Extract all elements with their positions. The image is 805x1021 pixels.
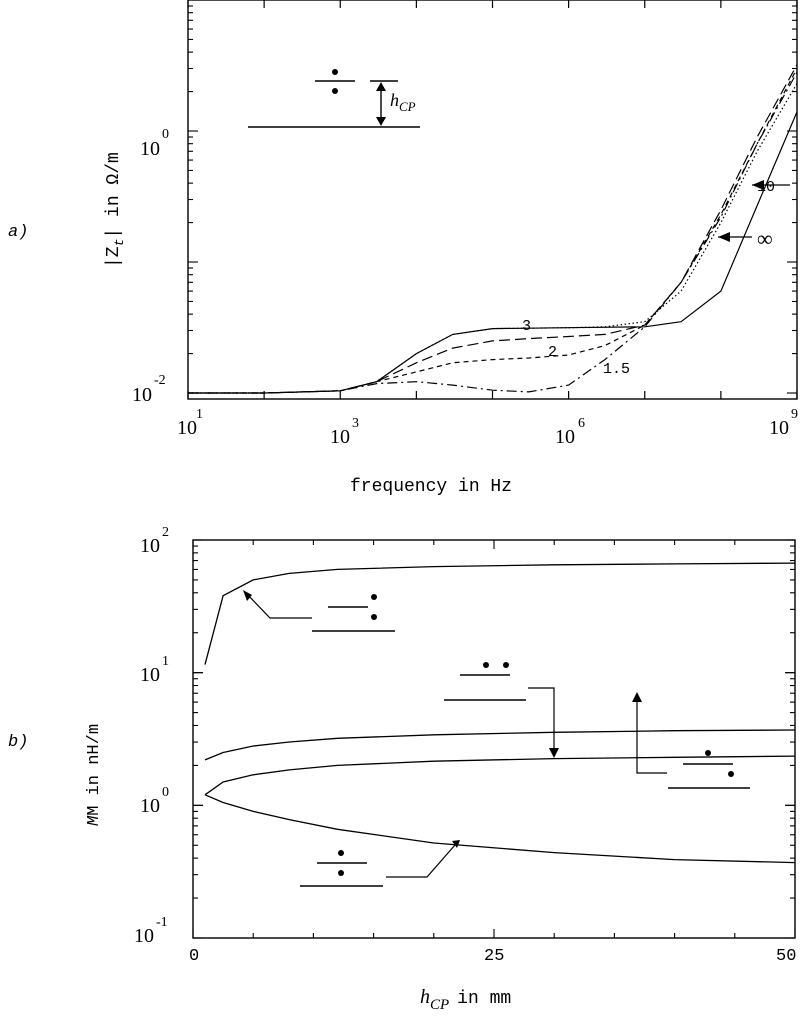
series-line: [188, 83, 798, 394]
series-line: [204, 755, 796, 796]
curve-label-2: 2: [548, 344, 557, 361]
panel-b-ticks: [192, 539, 796, 939]
leader-line: [386, 844, 456, 878]
panel-a-plot-frame: [187, 0, 798, 400]
svg-text:10: 10: [140, 795, 160, 817]
curve-label-1-5: 1.5: [603, 361, 630, 378]
panel-a-xtick-label: 10 6: [555, 416, 585, 448]
annotation-inf: [718, 232, 752, 242]
panel-b-ytick-label: 10 0: [140, 785, 169, 817]
inset-wire-dot: [332, 88, 338, 94]
svg-text:10: 10: [140, 138, 160, 160]
panel-a-xtick-label: 10 3: [330, 416, 359, 448]
panel-b-label: b): [8, 733, 28, 752]
series-line: [188, 64, 798, 394]
config-icon-vertical-below: [300, 840, 460, 887]
svg-text:10: 10: [134, 925, 154, 947]
series-line: [204, 562, 796, 665]
panel-b-ytick-label: 10 2: [140, 525, 169, 557]
svg-text:1: 1: [162, 654, 169, 669]
series-line: [204, 729, 796, 761]
svg-text:0: 0: [162, 785, 169, 800]
panel-a-xlabel: frequency in Hz: [350, 477, 512, 497]
panel-a-xtick-label: 10 9: [769, 407, 798, 439]
arrow-icon: [452, 840, 460, 848]
svg-text:10: 10: [769, 417, 789, 439]
inset-arrow-down-icon: [376, 117, 386, 126]
panel-b-curves: [204, 562, 796, 864]
leader-line: [528, 687, 555, 752]
svg-text:-2: -2: [154, 373, 166, 388]
panel-a-inset-geometry: hCP: [248, 69, 420, 128]
arrow-left-icon: [718, 232, 730, 242]
series-line: [204, 794, 796, 864]
svg-text:10: 10: [132, 384, 152, 406]
panel-b-xtick-label: 50: [776, 947, 796, 966]
arrow-down-icon: [549, 748, 559, 758]
leader-line: [636, 698, 667, 774]
arrow-left-icon: [752, 180, 764, 190]
panel-a-ytick-label: 10 -2: [132, 373, 166, 406]
svg-text:-1: -1: [156, 915, 168, 930]
leader-line: [245, 592, 312, 619]
panel-a-xtick-label: 10 1: [177, 407, 203, 439]
panel-a-label: a): [8, 223, 28, 242]
svg-text:10: 10: [330, 426, 350, 448]
svg-text:10: 10: [177, 417, 197, 439]
config-icon-side-by-side: [444, 662, 559, 758]
svg-text:6: 6: [578, 416, 585, 431]
inset-arrow-up-icon: [376, 82, 386, 91]
panel-a-ytick-label: 10 0: [140, 127, 169, 160]
svg-text:3: 3: [352, 416, 359, 431]
panel-b-ytick-label: 10 -1: [134, 915, 168, 947]
svg-text:10: 10: [555, 426, 575, 448]
panel-b-xtick-label: 25: [484, 947, 504, 966]
panel-b-plot-frame: [192, 539, 796, 939]
svg-text:1: 1: [196, 407, 203, 422]
inset-height-label: hCP: [390, 90, 416, 114]
curve-label-infinity: ∞: [757, 226, 773, 251]
series-line: [188, 72, 798, 394]
panel-a-curves: [188, 64, 798, 394]
config-icon-vertical-above: [243, 590, 395, 632]
arrow-up-icon: [632, 692, 642, 702]
svg-text:10: 10: [140, 664, 160, 686]
panel-b-xtick-label: 0: [189, 947, 199, 966]
panel-b-ylabel: MM in nH/m: [85, 724, 104, 826]
panel-b-xlabel: hCP in mm: [420, 986, 511, 1013]
panel-a: a) |Zt| in Ω/m 10 -2 10 0 10 1 10 3 10 6: [8, 0, 798, 497]
panel-b-ytick-label: 10 1: [140, 654, 169, 686]
inset-wire-dot: [332, 69, 338, 75]
svg-text:9: 9: [791, 407, 798, 422]
arrow-icon: [243, 590, 252, 601]
panel-a-ylabel: |Zt| in Ω/m: [104, 152, 127, 268]
svg-text:2: 2: [162, 525, 169, 540]
panel-a-ticks: [187, 0, 798, 399]
curve-label-10: 10: [757, 179, 775, 196]
series-line: [188, 68, 798, 394]
svg-text:10: 10: [140, 535, 160, 557]
annotation-10: .: [752, 180, 790, 190]
config-icon-offset: [632, 692, 750, 789]
panel-b: b) MM in nH/m 10 -1 10 0 10 1 10 2 0 25 …: [8, 525, 796, 1013]
svg-text:0: 0: [162, 127, 169, 142]
curve-label-3: 3: [522, 318, 531, 335]
series-line: [188, 111, 798, 394]
